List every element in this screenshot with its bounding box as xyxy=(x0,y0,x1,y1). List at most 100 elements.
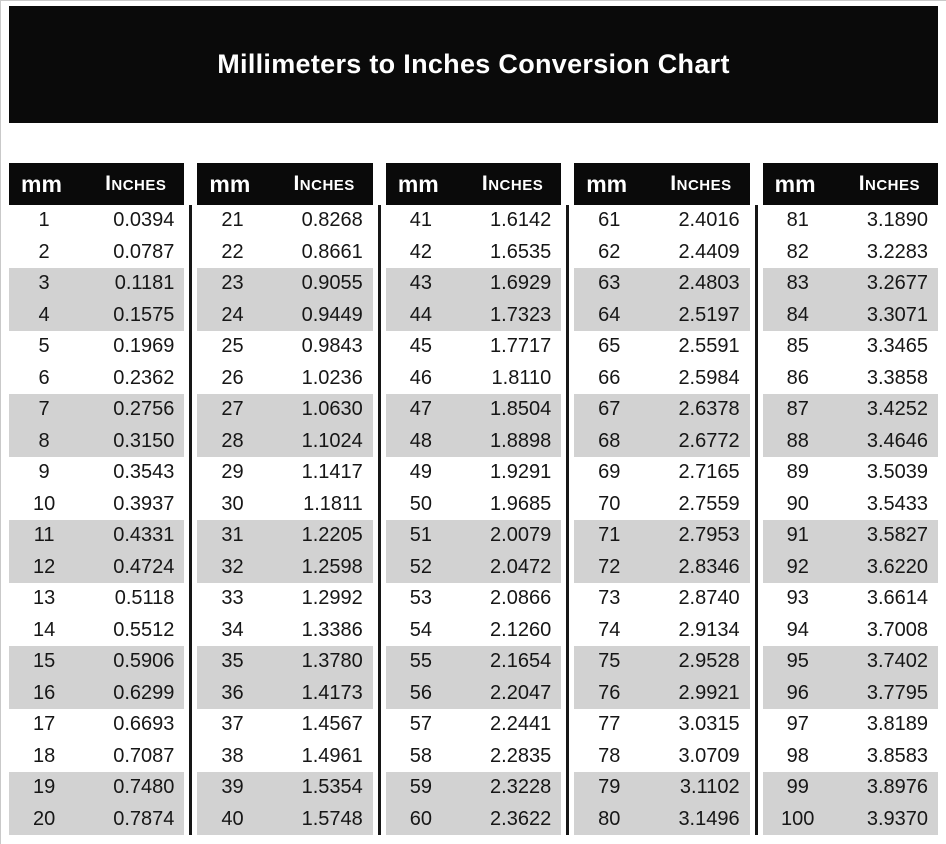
table-row: 32 1.2598 xyxy=(197,551,373,583)
inches-value: 2.3228 xyxy=(490,776,552,799)
table-row: 82 3.2283 xyxy=(763,237,938,269)
inches-value: 2.9134 xyxy=(678,618,740,641)
mm-value: 8 xyxy=(38,429,50,452)
table-row: 1 0.0394 xyxy=(9,205,184,237)
mm-value: 74 xyxy=(598,618,621,641)
table-row: 93 3.6614 xyxy=(763,583,938,615)
table-row: 51 2.0079 xyxy=(385,520,562,552)
table-row: 9 0.3543 xyxy=(9,457,184,489)
table-row: 11 0.4331 xyxy=(9,520,185,552)
table-row: 43 1.6929 xyxy=(385,268,562,300)
table-row: 29 1.1417 xyxy=(197,457,372,489)
inches-value: 3.1102 xyxy=(679,776,740,799)
mm-value: 19 xyxy=(32,776,56,799)
inches-value: 3.2677 xyxy=(866,272,929,295)
table-row: 57 2.2441 xyxy=(386,709,561,741)
table-row: 91 3.5827 xyxy=(762,520,939,552)
table-row: 83 3.2677 xyxy=(762,268,939,300)
table-row: 60 2.3622 xyxy=(385,803,562,835)
inches-value: 1.2205 xyxy=(301,524,363,547)
inches-column-header: Inches xyxy=(858,172,921,195)
table-row: 37 1.4567 xyxy=(197,709,372,741)
mm-value: 37 xyxy=(221,713,244,736)
table-row: 21 0.8268 xyxy=(197,205,372,237)
inches-value: 0.9843 xyxy=(301,335,363,358)
mm-value: 86 xyxy=(786,366,809,389)
panel-rows: 61 2.4016 62 2.4409 63 2.4803 64 2.5197 65 2.5591… xyxy=(574,205,750,835)
mm-value: 23 xyxy=(221,272,244,295)
mm-column-header: mm xyxy=(397,170,439,197)
mm-value: 60 xyxy=(409,807,433,830)
table-row: 39 1.5354 xyxy=(197,772,373,804)
column-headers: mm Inches xyxy=(9,163,185,205)
inches-column-header: Inches xyxy=(481,172,544,195)
inches-value: 0.2362 xyxy=(113,366,175,389)
inches-value: 0.4724 xyxy=(113,555,175,578)
inches-value: 1.8110 xyxy=(491,366,552,389)
table-row: 81 3.1890 xyxy=(763,205,938,237)
table-row: 19 0.7480 xyxy=(9,772,185,804)
table-row: 22 0.8661 xyxy=(197,237,372,269)
mm-value: 12 xyxy=(32,555,56,578)
table-row: 48 1.8898 xyxy=(385,425,562,457)
table-row: 25 0.9843 xyxy=(197,331,372,363)
mm-value: 22 xyxy=(221,240,244,263)
inches-value: 1.9685 xyxy=(490,492,552,515)
inches-value: 2.1260 xyxy=(490,618,552,641)
conversion-table: mm Inches 1 0.0394 2 0.0787 3 0.1181 4 0.1575 5 0… xyxy=(9,163,939,835)
inches-value: 1.8504 xyxy=(490,398,552,421)
inches-value: 1.3780 xyxy=(301,650,363,673)
inches-value: 2.0079 xyxy=(490,524,552,547)
inches-column-header: Inches xyxy=(105,172,167,195)
inches-column-header: Inches xyxy=(293,172,355,195)
table-row: 17 0.6693 xyxy=(9,709,184,741)
table-row: 12 0.4724 xyxy=(9,551,185,583)
mm-value: 33 xyxy=(221,587,244,610)
table-panel: mm Inches 1 0.0394 2 0.0787 3 0.1181 4 0.1575 5 0… xyxy=(9,163,185,835)
inches-value: 0.8661 xyxy=(301,240,363,263)
inches-value: 2.4016 xyxy=(678,209,740,232)
inches-value: 3.1496 xyxy=(678,807,740,830)
inches-value: 0.0787 xyxy=(113,240,175,263)
inches-value: 3.3858 xyxy=(866,366,929,389)
mm-value: 76 xyxy=(598,681,621,704)
inches-value: 0.9055 xyxy=(301,272,363,295)
mm-value: 92 xyxy=(786,555,809,578)
inches-value: 0.7480 xyxy=(113,776,175,799)
table-row: 64 2.5197 xyxy=(574,299,750,331)
inches-value: 3.5827 xyxy=(866,524,929,547)
mm-value: 10 xyxy=(32,492,56,515)
panel-divider-line xyxy=(754,205,758,835)
column-headers: mm Inches xyxy=(574,163,750,205)
inches-value: 0.1969 xyxy=(113,335,175,358)
mm-value: 45 xyxy=(409,335,433,358)
mm-value: 61 xyxy=(598,209,621,232)
mm-value: 35 xyxy=(221,650,244,673)
table-row: 5 0.1969 xyxy=(9,331,184,363)
table-row: 89 3.5039 xyxy=(763,457,938,489)
mm-value: 89 xyxy=(786,461,809,484)
mm-value: 15 xyxy=(32,650,56,673)
table-row: 67 2.6378 xyxy=(574,394,750,426)
table-row: 27 1.0630 xyxy=(197,394,373,426)
mm-value: 97 xyxy=(786,713,809,736)
inches-value: 2.7559 xyxy=(678,492,740,515)
table-row: 78 3.0709 xyxy=(574,741,749,773)
inches-value: 2.0472 xyxy=(490,555,552,578)
inches-value: 0.5906 xyxy=(113,650,175,673)
inches-value: 1.1417 xyxy=(301,461,363,484)
mm-value: 96 xyxy=(786,681,809,704)
mm-value: 83 xyxy=(786,272,809,295)
mm-value: 70 xyxy=(598,492,621,515)
table-row: 36 1.4173 xyxy=(197,677,373,709)
table-row: 42 1.6535 xyxy=(386,237,561,269)
table-row: 24 0.9449 xyxy=(197,299,373,331)
table-row: 75 2.9528 xyxy=(574,646,750,678)
inches-value: 1.6929 xyxy=(490,272,552,295)
inches-value: 3.7402 xyxy=(866,650,929,673)
inches-value: 1.9291 xyxy=(490,461,552,484)
inches-value: 3.2283 xyxy=(866,240,929,263)
inches-value: 0.6693 xyxy=(113,713,175,736)
inches-value: 3.5433 xyxy=(866,492,929,515)
